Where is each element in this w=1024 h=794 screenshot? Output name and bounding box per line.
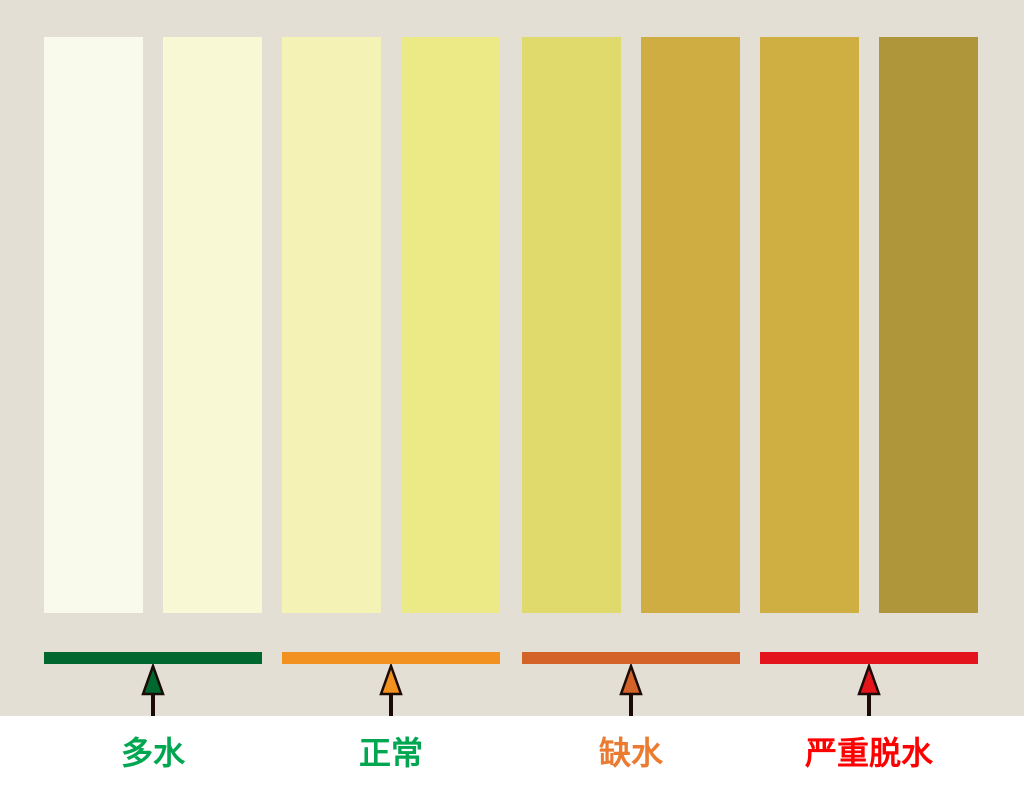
category-label: 多水	[120, 734, 185, 772]
category-bar	[760, 652, 978, 664]
category-label: 缺水	[598, 734, 663, 772]
arrow-up-icon	[141, 664, 165, 716]
color-swatch	[163, 37, 262, 613]
arrow-up-icon	[857, 664, 881, 716]
color-swatch	[282, 37, 381, 613]
arrow-up-icon	[379, 664, 403, 716]
category-bar	[522, 652, 740, 664]
color-swatch	[641, 37, 740, 613]
category-bar	[44, 652, 262, 664]
color-swatch	[879, 37, 978, 613]
color-swatch	[760, 37, 859, 613]
color-chart-panel	[0, 0, 1024, 716]
color-swatch	[401, 37, 500, 613]
category-label: 正常	[358, 734, 423, 772]
color-swatch	[522, 37, 621, 613]
arrow-up-icon	[619, 664, 643, 716]
category-label: 严重脱水	[804, 734, 933, 772]
color-swatch	[44, 37, 143, 613]
category-bar	[282, 652, 500, 664]
